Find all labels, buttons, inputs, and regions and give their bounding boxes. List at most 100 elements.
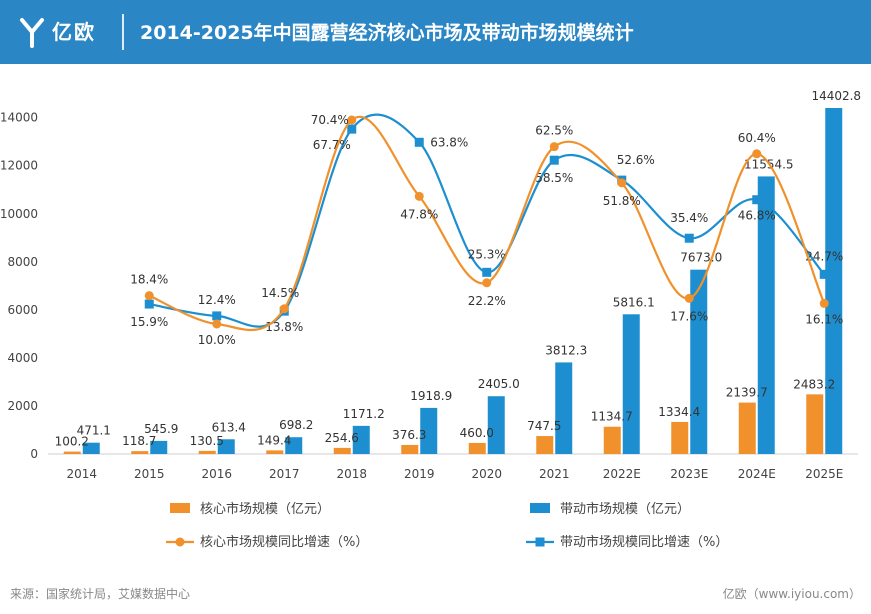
combo-chart: 0 2000 4000 6000 8000 10000 12000 14000 100.2471… xyxy=(0,89,861,550)
core-market-bar xyxy=(131,451,149,454)
x-tick-label: 2018 xyxy=(336,467,367,481)
core-growth-label: 70.4% xyxy=(311,113,349,127)
x-tick-label: 2016 xyxy=(201,467,232,481)
driven-growth-marker xyxy=(819,269,829,279)
core-growth-label: 22.2% xyxy=(468,294,506,308)
driven-bar-value-label: 2405.0 xyxy=(478,377,520,391)
core-market-bar xyxy=(671,421,689,454)
core-growth-marker xyxy=(819,298,829,308)
core-market-bar xyxy=(198,450,216,454)
core-growth-marker xyxy=(482,278,492,288)
core-bar-value-label: 747.5 xyxy=(527,419,561,433)
driven-market-bar xyxy=(757,176,775,454)
driven-market-bar xyxy=(82,442,100,454)
core-market-bar xyxy=(333,447,351,454)
header-divider xyxy=(122,14,124,50)
driven-growth-label: 67.7% xyxy=(313,138,351,152)
core-bar-value-label: 149.4 xyxy=(257,433,291,447)
core-bar-value-label: 460.0 xyxy=(460,426,494,440)
driven-growth-label: 24.7% xyxy=(805,249,843,263)
y-tick-label: 0 xyxy=(30,447,38,461)
core-growth-marker xyxy=(347,115,357,125)
driven-growth-label: 52.6% xyxy=(617,153,655,167)
y-tick-label: 4000 xyxy=(7,351,38,365)
x-tick-label: 2020 xyxy=(471,467,502,481)
core-growth-label: 62.5% xyxy=(535,124,573,138)
core-market-bar xyxy=(536,436,554,454)
legend-label: 带动市场规模（亿元） xyxy=(560,501,690,517)
core-growth-label: 14.5% xyxy=(261,286,299,300)
driven-growth-label: 58.5% xyxy=(535,171,573,185)
core-growth-label: 47.8% xyxy=(400,207,438,221)
driven-growth-label: 12.4% xyxy=(198,293,236,307)
driven-market-bar xyxy=(150,440,168,454)
core-bar-value-label: 376.3 xyxy=(392,428,426,442)
driven-market-bar xyxy=(217,439,235,454)
core-bar-value-label: 1334.4 xyxy=(658,405,700,419)
driven-growth-marker xyxy=(482,267,492,277)
core-growth-label: 16.1% xyxy=(805,312,843,326)
x-tick-label: 2023E xyxy=(670,467,708,481)
driven-growth-marker xyxy=(414,137,424,147)
legend-swatch-marker xyxy=(535,537,545,547)
legend-label: 核心市场规模同比增速（%） xyxy=(200,534,368,550)
driven-growth-label: 46.8% xyxy=(738,209,776,223)
driven-market-bar xyxy=(285,437,303,454)
x-tick-label: 2024E xyxy=(738,467,776,481)
core-bar-value-label: 100.2 xyxy=(55,435,89,449)
core-growth-marker xyxy=(212,319,222,329)
driven-market-bar xyxy=(352,425,370,454)
core-market-bar xyxy=(738,402,756,454)
driven-growth-marker xyxy=(347,124,357,134)
core-market-bar xyxy=(63,451,81,454)
driven-growth-label: 25.3% xyxy=(468,247,506,261)
core-growth-label: 17.6% xyxy=(670,309,708,323)
footer-brand: 亿欧（www.iyiou.com） xyxy=(722,587,861,601)
driven-growth-marker xyxy=(684,233,694,243)
core-growth-marker xyxy=(752,149,762,159)
y-tick-label: 14000 xyxy=(0,111,38,125)
driven-bar-value-label: 545.9 xyxy=(144,422,178,436)
core-market-bar xyxy=(603,426,621,454)
driven-bar-value-label: 1918.9 xyxy=(410,389,452,403)
core-market-bar xyxy=(266,450,284,454)
x-tick-label: 2021 xyxy=(539,467,570,481)
core-growth-marker xyxy=(279,304,289,314)
driven-market-bar xyxy=(420,407,438,454)
driven-growth-marker xyxy=(212,311,222,321)
driven-market-bar xyxy=(555,362,573,454)
legend-label: 核心市场规模（亿元） xyxy=(200,501,330,517)
driven-market-bar xyxy=(622,314,640,454)
core-growth-marker xyxy=(144,291,154,301)
y-tick-label: 6000 xyxy=(7,303,38,317)
driven-bar-value-label: 471.1 xyxy=(77,424,111,438)
legend-swatch-bar xyxy=(170,503,190,513)
driven-bar-value-label: 3812.3 xyxy=(545,343,587,357)
legend-label: 带动市场规模同比增速（%） xyxy=(560,534,728,550)
driven-market-bar xyxy=(487,396,505,454)
driven-growth-marker xyxy=(144,299,154,309)
legend-swatch-marker xyxy=(175,537,185,547)
core-bar-value-label: 118.7 xyxy=(122,434,156,448)
driven-growth-marker xyxy=(752,195,762,205)
y-tick-label: 2000 xyxy=(7,399,38,413)
core-growth-label: 10.0% xyxy=(198,333,236,347)
core-bar-value-label: 1134.7 xyxy=(591,410,633,424)
driven-bar-value-label: 14402.8 xyxy=(811,89,861,103)
core-market-bar xyxy=(401,444,419,454)
driven-bar-value-label: 698.2 xyxy=(279,418,313,432)
header-bar: 亿欧 2014-2025年中国露营经济核心市场及带动市场规模统计 xyxy=(0,0,871,64)
core-growth-marker xyxy=(684,293,694,303)
core-bar-value-label: 254.6 xyxy=(325,431,359,445)
core-market-bar xyxy=(468,442,486,454)
driven-market-bar xyxy=(690,269,708,454)
core-growth-label: 51.8% xyxy=(603,194,641,208)
driven-growth-label: 35.4% xyxy=(670,211,708,225)
x-tick-label: 2015 xyxy=(134,467,165,481)
driven-growth-marker xyxy=(549,155,559,165)
core-bar-value-label: 130.5 xyxy=(190,434,224,448)
driven-growth-label: 15.9% xyxy=(130,315,168,329)
source-note: 来源：国家统计局，艾媒数据中心 xyxy=(10,587,191,601)
x-tick-label: 2017 xyxy=(269,467,300,481)
y-tick-label: 8000 xyxy=(7,255,38,269)
